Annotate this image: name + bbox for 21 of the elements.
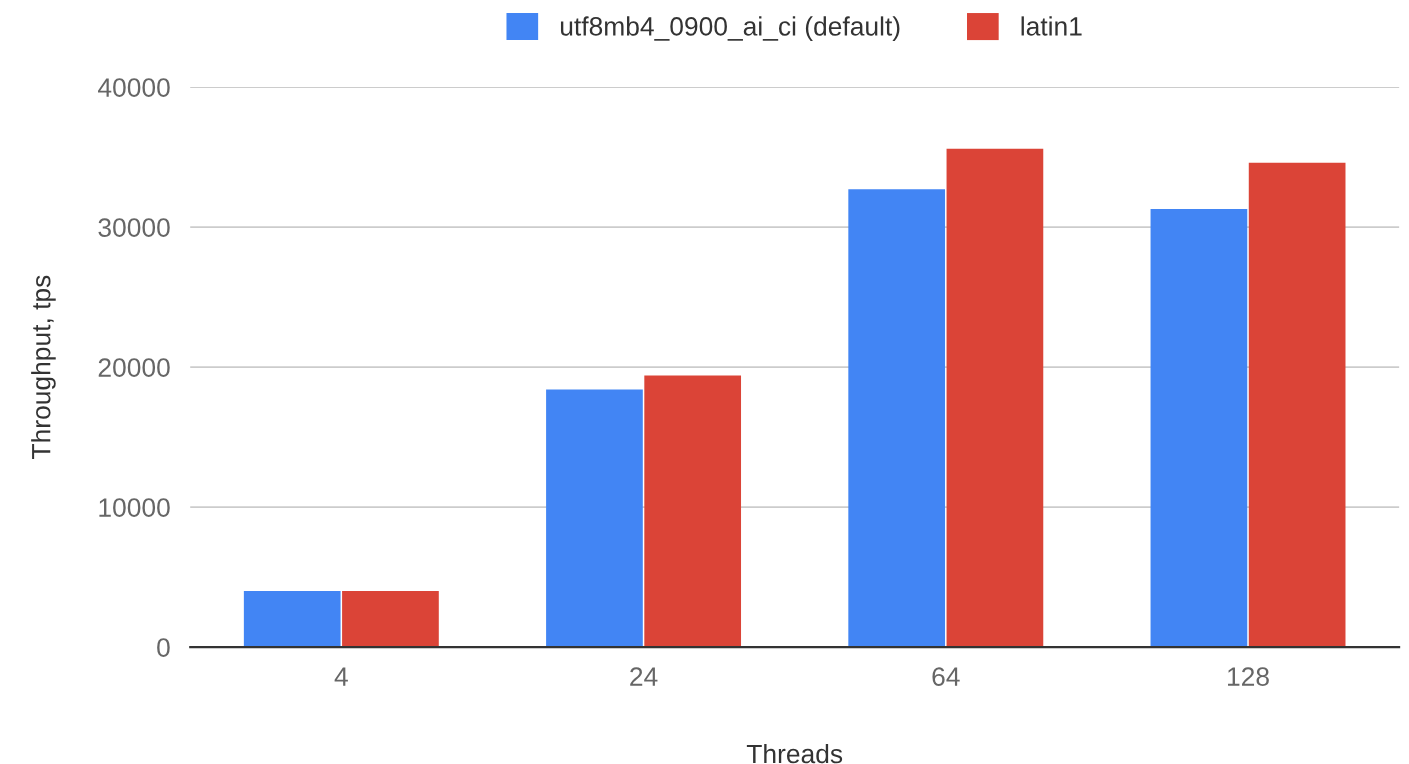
legend-label: utf8mb4_0900_ai_ci (default)	[560, 16, 900, 41]
y-tick-label: 0	[157, 638, 170, 657]
y-axis-title: Throughput, tps	[31, 275, 56, 459]
bar	[243, 591, 341, 648]
bar	[1248, 162, 1346, 648]
x-tick-label: 128	[1228, 667, 1269, 686]
y-tick-label: 30000	[98, 218, 170, 237]
x-axis-title: Threads	[746, 743, 843, 764]
legend-label: latin1	[1021, 16, 1082, 36]
bar	[848, 189, 946, 648]
y-tick-label: 20000	[98, 358, 170, 377]
x-tick-label: 4	[334, 667, 348, 686]
bar	[946, 148, 1044, 648]
bar	[644, 375, 742, 648]
x-tick-label: 24	[630, 667, 658, 686]
bar	[342, 591, 439, 648]
y-tick-label: 10000	[99, 498, 170, 517]
x-tick-label: 64	[932, 667, 960, 686]
bar	[1150, 208, 1248, 648]
y-tick-label: 40000	[98, 78, 170, 97]
bar	[546, 389, 643, 648]
